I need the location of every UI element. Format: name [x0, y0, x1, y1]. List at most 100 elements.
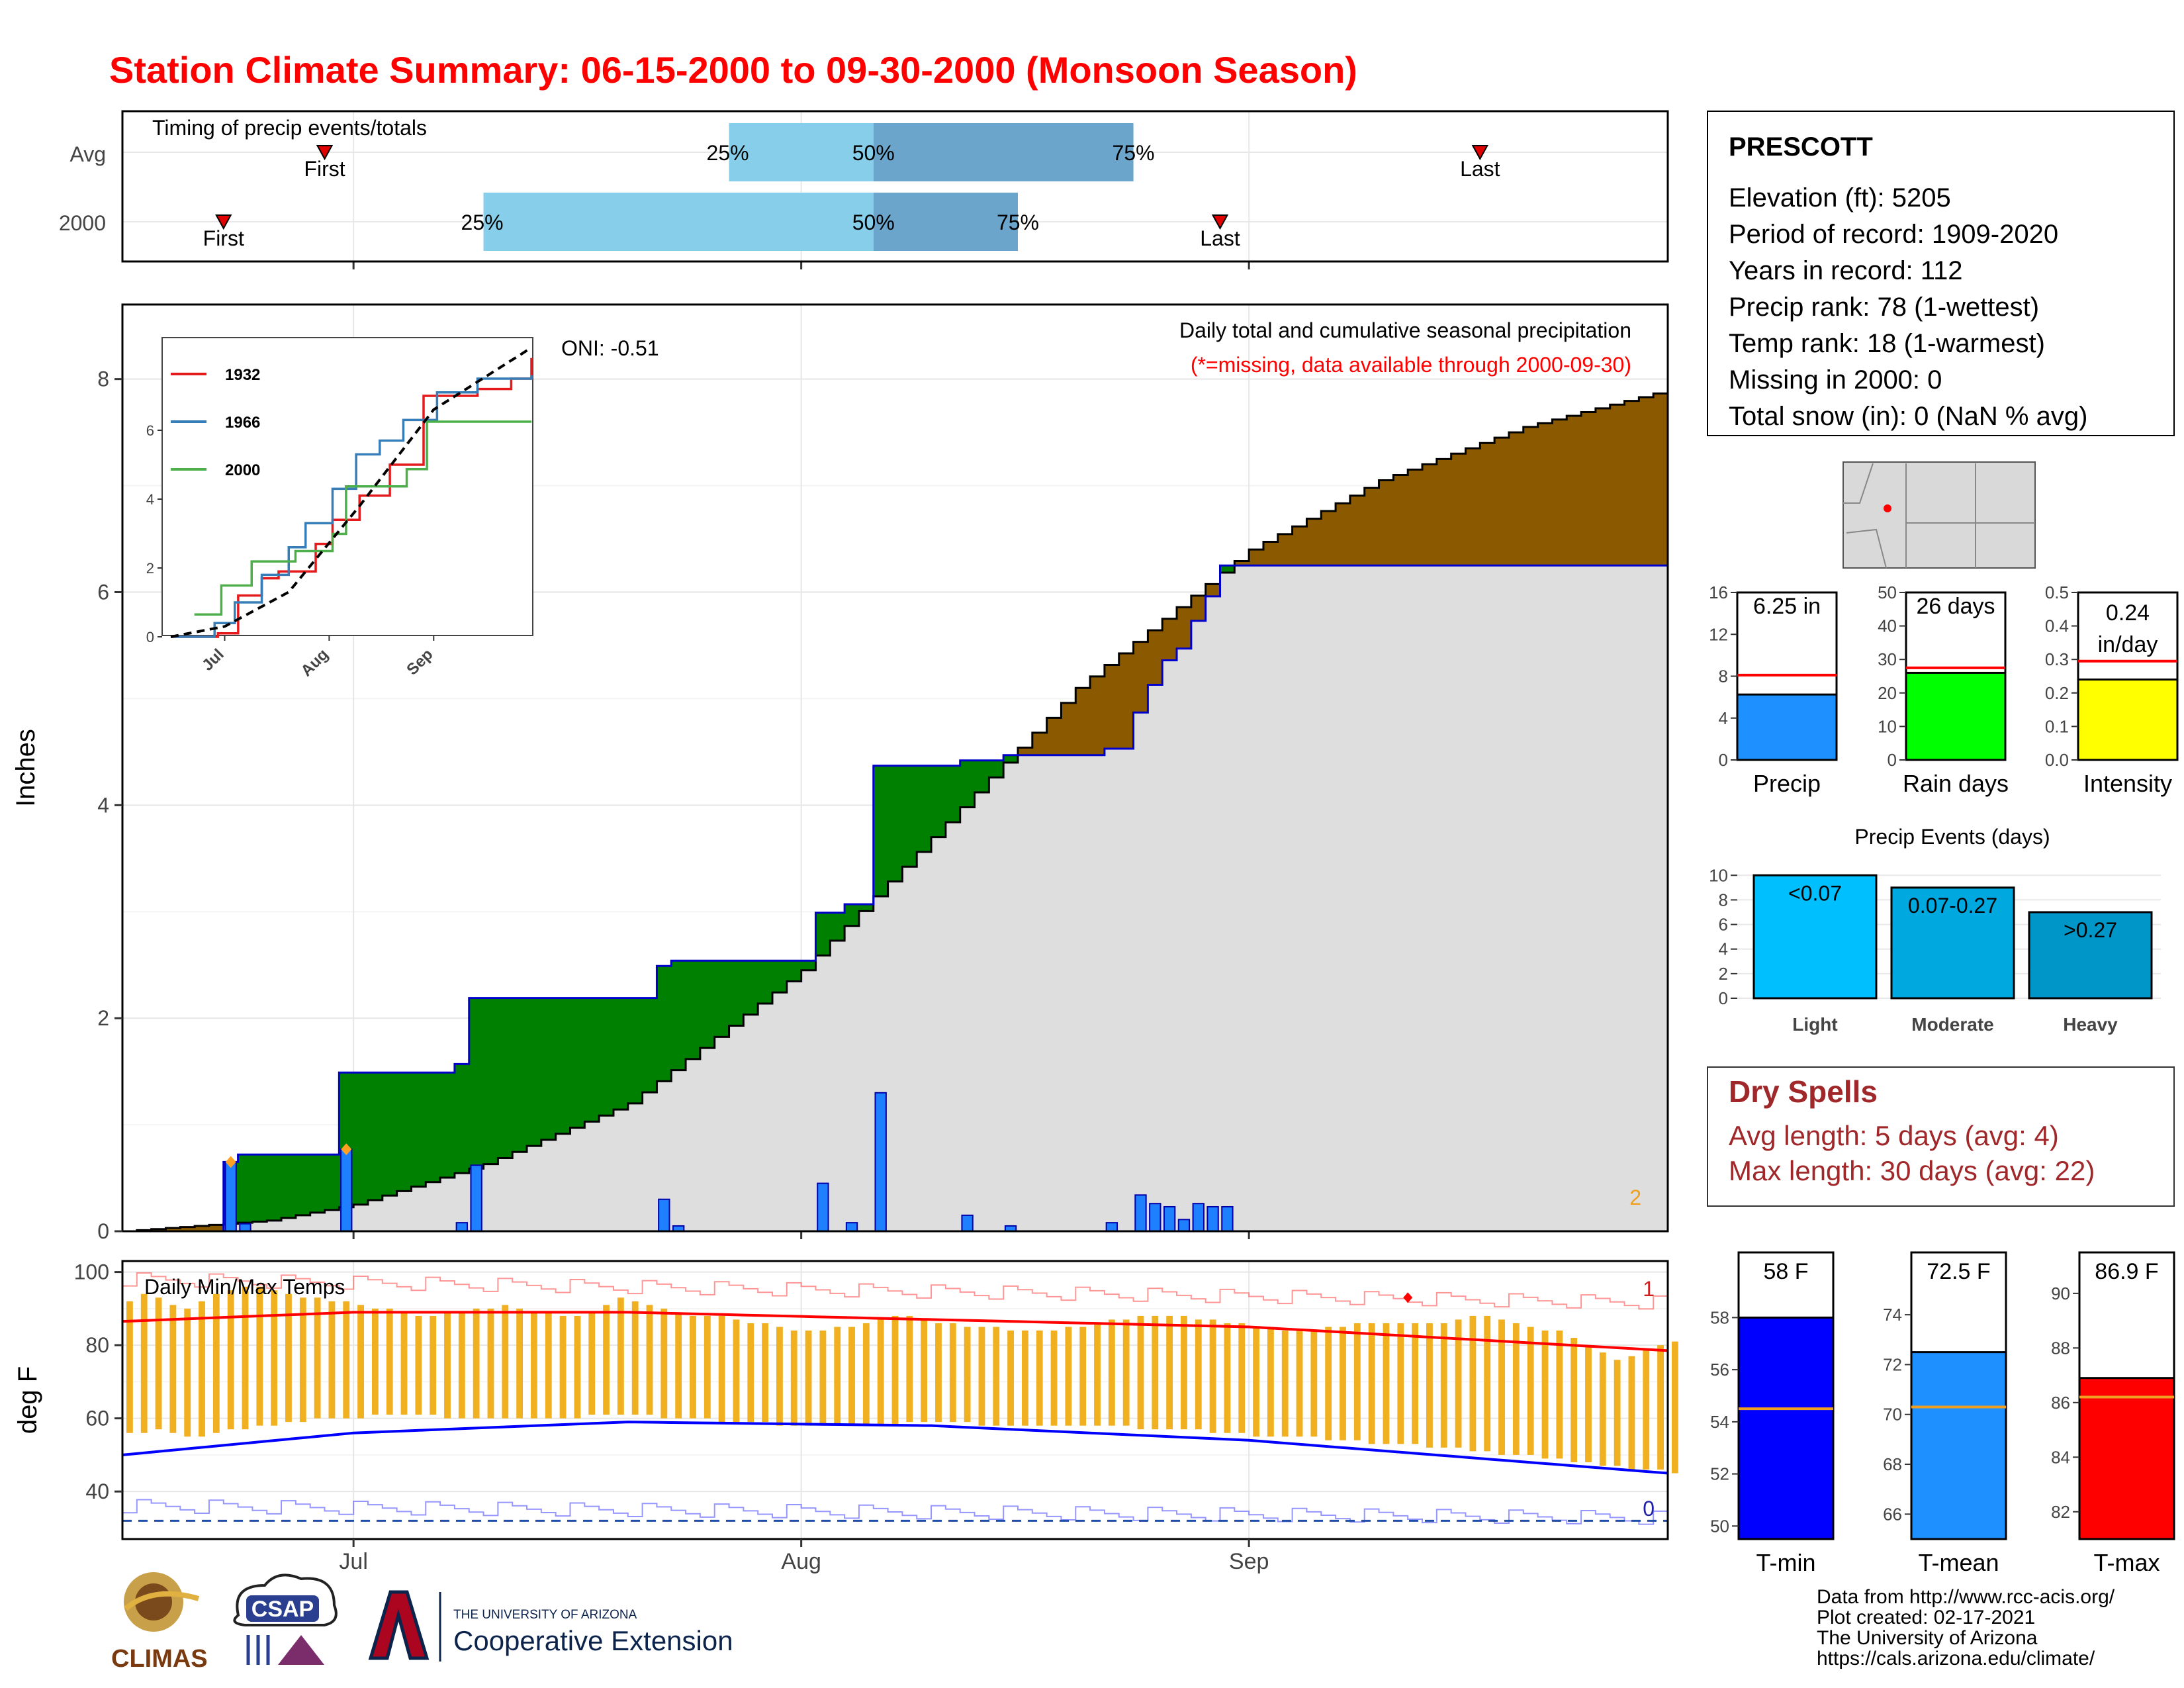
temp-summary-bar [1910, 1351, 2007, 1540]
daily-temp-range-bar [1296, 1331, 1303, 1437]
above-average-segment [729, 961, 745, 1026]
summary-tick-label: 0.0 [2045, 750, 2069, 770]
above-average-segment [902, 765, 918, 867]
temp-tick-label: 50 [1710, 1516, 1729, 1536]
below-average-segment [1263, 541, 1279, 566]
daily-temp-range-bar [1426, 1323, 1433, 1448]
above-average-segment [512, 998, 527, 1152]
timing-label-75: 75% [1113, 141, 1155, 165]
daily-precip-bar [874, 1092, 887, 1232]
daily-temp-range-bar [1079, 1327, 1087, 1426]
daily-temp-range-bar [1469, 1315, 1477, 1452]
timing-label-75: 75% [997, 211, 1039, 234]
below-average-segment [1349, 495, 1365, 566]
above-average-segment [642, 998, 658, 1093]
daily-temp-range-bar [1353, 1323, 1361, 1440]
timing-bar-q50-q75 [873, 123, 1134, 181]
below-average-segment [1508, 432, 1524, 566]
summary-tick-label: 0.4 [2045, 616, 2069, 636]
station-line: Precip rank: 78 (1-wettest) [1729, 293, 2039, 322]
below-average-segment [208, 1225, 224, 1231]
daily-temp-range-bar [1253, 1327, 1259, 1437]
daily-precip-bar [817, 1182, 829, 1232]
below-average-segment [1393, 475, 1408, 566]
summary-tick-label: 0.3 [2045, 649, 2069, 669]
cumulative-area [122, 565, 1668, 1231]
inset-y-tick-label: 0 [146, 629, 154, 645]
temp-summary-label: T-mean [1918, 1549, 1999, 1576]
daily-temp-range-bar [1195, 1319, 1202, 1430]
above-average-segment [527, 998, 542, 1147]
month-tick-label: Sep [1229, 1549, 1269, 1574]
first-event-label: First [203, 226, 244, 250]
cumulative-2000-line [122, 564, 1668, 1233]
daily-temp-range-bar [1412, 1323, 1419, 1444]
daily-temp-range-bar [891, 1315, 899, 1426]
above-average-segment [743, 961, 758, 1015]
station-line: Temp rank: 18 (1-warmest) [1729, 329, 2045, 358]
daily-temp-range-bar [212, 1293, 220, 1433]
below-average-segment [1624, 400, 1640, 566]
daily-temp-range-bar [1440, 1323, 1447, 1448]
daily-temp-range-bar [271, 1290, 278, 1426]
timing-label-25: 25% [461, 211, 504, 234]
daily-temp-range-bar [834, 1327, 841, 1426]
y-tick-label: 4 [97, 793, 109, 817]
first-event-label: First [304, 157, 345, 181]
below-average-segment [1494, 438, 1510, 566]
temp-tick-label: 70 [1883, 1405, 1902, 1425]
daily-temp-range-bar [328, 1301, 336, 1419]
above-average-segment [671, 961, 686, 1070]
timing-panel-label: Timing of precip events/totals [152, 116, 427, 140]
summary-value-unit: in/day [2098, 632, 2158, 657]
temp-tick-label: 82 [2051, 1502, 2070, 1522]
daily-temp-range-bar [790, 1331, 797, 1426]
below-average-segment [1537, 423, 1553, 566]
summary-tick-label: 0.1 [2045, 716, 2069, 736]
below-average-segment [1277, 534, 1293, 566]
below-average-segment [1422, 464, 1437, 566]
below-average-segment [1451, 453, 1467, 566]
daily-precip-bar [1221, 1205, 1234, 1233]
daily-precip-bar [1134, 1194, 1147, 1232]
above-average-segment [584, 998, 600, 1122]
daily-temp-range-bar [1325, 1327, 1332, 1440]
above-average-segment [426, 1072, 441, 1182]
station-info: PRESCOTT Elevation (ft): 5205 Period of … [1707, 111, 2175, 436]
daily-temp-range-bar [848, 1327, 855, 1426]
daily-temp-range-bar [690, 1315, 696, 1419]
ua-logo-big-text: Cooperative Extension [453, 1625, 733, 1656]
daily-temp-range-bar [1065, 1327, 1072, 1426]
daily-temp-range-bar [906, 1315, 913, 1423]
below-average-segment [195, 1225, 210, 1231]
y-tick-label: 40 [85, 1479, 109, 1503]
daily-temp-range-bar [1108, 1319, 1115, 1426]
daily-temp-range-bar [776, 1327, 783, 1426]
below-average-segment [1364, 488, 1380, 566]
above-average-segment [613, 998, 629, 1110]
above-average-segment [815, 912, 831, 956]
precip-event-range: <0.07 [1788, 881, 1842, 905]
precip-missing-note: (*=missing, data available through 2000-… [1191, 353, 1631, 377]
above-average-segment [844, 904, 860, 926]
daily-temp-range-bar [862, 1323, 870, 1426]
daily-temp-range-bar [140, 1293, 148, 1433]
below-average-segment [1408, 469, 1423, 566]
precip-event-bar [2028, 911, 2153, 1000]
below-average-segment [1046, 718, 1062, 755]
daily-temp-range-bar [285, 1293, 292, 1423]
above-average-segment [396, 1072, 412, 1192]
daily-temp-range-bar [733, 1319, 740, 1423]
above-average-segment [887, 765, 903, 882]
daily-precip-bar [1192, 1203, 1205, 1232]
daily-precip-bar [845, 1222, 858, 1233]
last-event-label: Last [1200, 226, 1240, 250]
summary-value: 0.24 [2106, 600, 2150, 626]
above-average-segment [353, 1072, 369, 1205]
daily-temp-range-bar [1310, 1331, 1318, 1437]
daily-precip-bar [1149, 1203, 1161, 1232]
daily-temp-range-bar [1657, 1345, 1664, 1470]
precip-events-title: Precip Events (days) [1854, 825, 2050, 849]
daily-temp-range-bar [1570, 1338, 1578, 1462]
below-average-segment [1017, 747, 1033, 755]
